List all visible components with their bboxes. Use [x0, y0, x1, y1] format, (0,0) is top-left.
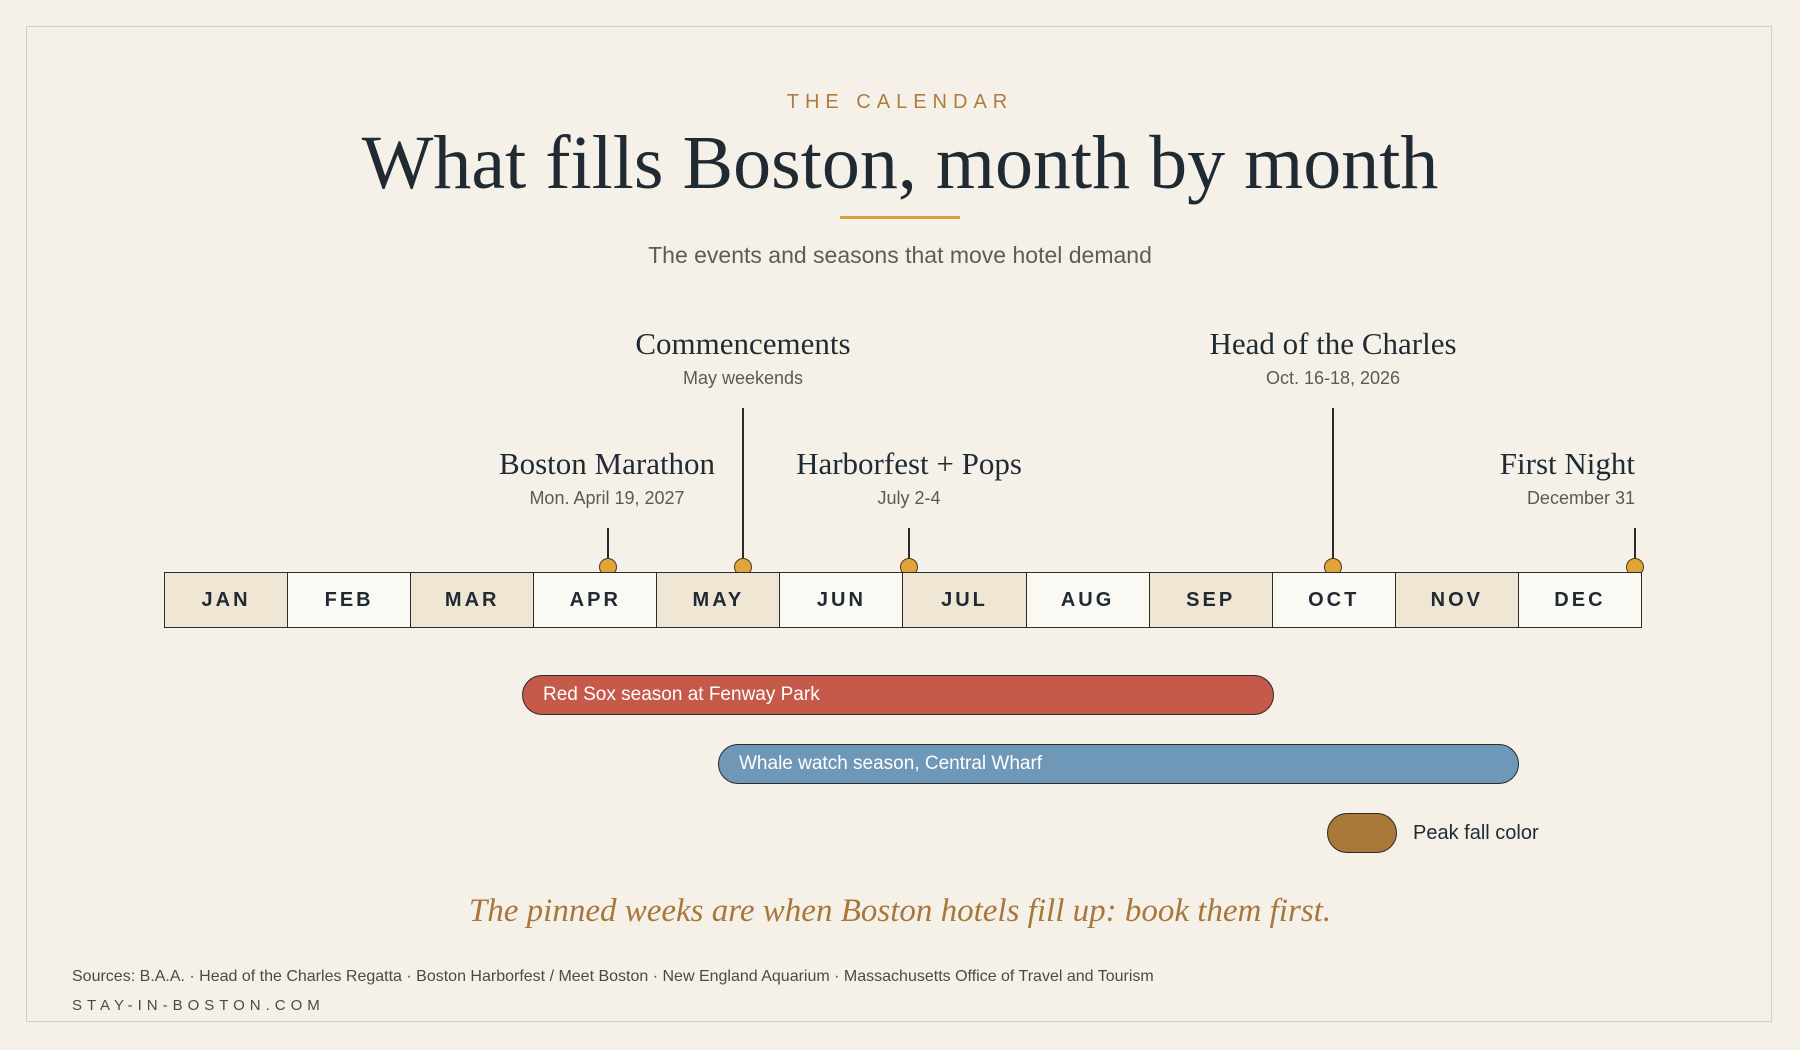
page-title: What fills Boston, month by month — [361, 121, 1439, 205]
event-stem — [1332, 408, 1334, 568]
event-stem — [908, 528, 910, 568]
month-cell-dec: DEC — [1518, 573, 1641, 627]
month-cell-jun: JUN — [780, 573, 904, 627]
season-bar-red-sox: Red Sox season at Fenway Park — [522, 675, 1274, 715]
month-cell-sep: SEP — [1149, 573, 1273, 627]
month-cell-jul: JUL — [903, 573, 1027, 627]
month-cell-feb: FEB — [288, 573, 412, 627]
event-date: July 2-4 — [877, 488, 941, 508]
month-bar: JAN FEB MAR APR MAY JUN JUL AUG SEP OCT … — [164, 572, 1642, 628]
page-frame — [26, 26, 1772, 1022]
event-date: Mon. April 19, 2027 — [529, 488, 685, 508]
month-cell-aug: AUG — [1026, 573, 1150, 627]
event-harborfest: Harborfest + Pops July 2-4 — [739, 446, 1079, 510]
tagline: The pinned weeks are when Boston hotels … — [468, 893, 1332, 929]
event-date: Oct. 16-18, 2026 — [1265, 368, 1401, 388]
event-name: Harborfest + Pops — [796, 446, 1022, 481]
month-cell-nov: NOV — [1395, 573, 1519, 627]
event-name: Boston Marathon — [498, 446, 716, 481]
event-name: Head of the Charles — [1209, 326, 1457, 361]
event-name: First Night — [1499, 446, 1635, 481]
site-url[interactable]: STAY-IN-BOSTON.COM — [72, 997, 325, 1014]
season-label: Red Sox season at Fenway Park — [543, 684, 820, 705]
event-stem — [742, 408, 744, 568]
month-cell-apr: APR — [534, 573, 658, 627]
month-cell-oct: OCT — [1272, 573, 1396, 627]
event-boston-marathon: Boston Marathon Mon. April 19, 2027 — [437, 446, 777, 510]
eyebrow-label: THE CALENDAR — [786, 91, 1014, 113]
event-first-night: First Night December 31 — [1295, 446, 1635, 510]
month-cell-mar: MAR — [411, 573, 535, 627]
event-stem — [1634, 528, 1636, 568]
month-cell-may: MAY — [657, 573, 781, 627]
event-commencements: Commencements May weekends — [573, 326, 913, 390]
season-label: Whale watch season, Central Wharf — [739, 753, 1043, 774]
title-divider — [840, 216, 960, 219]
legend-swatch-peak-fall-color — [1327, 813, 1397, 853]
legend-label: Peak fall color — [1413, 822, 1539, 844]
sources-footnote: Sources: B.A.A. · Head of the Charles Re… — [72, 968, 1154, 985]
event-head-of-the-charles: Head of the Charles Oct. 16-18, 2026 — [1163, 326, 1503, 390]
month-cell-jan: JAN — [165, 573, 289, 627]
event-date: May weekends — [682, 368, 804, 388]
event-stem — [607, 528, 609, 568]
page-subtitle: The events and seasons that move hotel d… — [648, 242, 1152, 268]
season-bar-whale-watch: Whale watch season, Central Wharf — [718, 744, 1519, 784]
event-date: December 31 — [1526, 488, 1635, 508]
event-name: Commencements — [635, 326, 851, 361]
